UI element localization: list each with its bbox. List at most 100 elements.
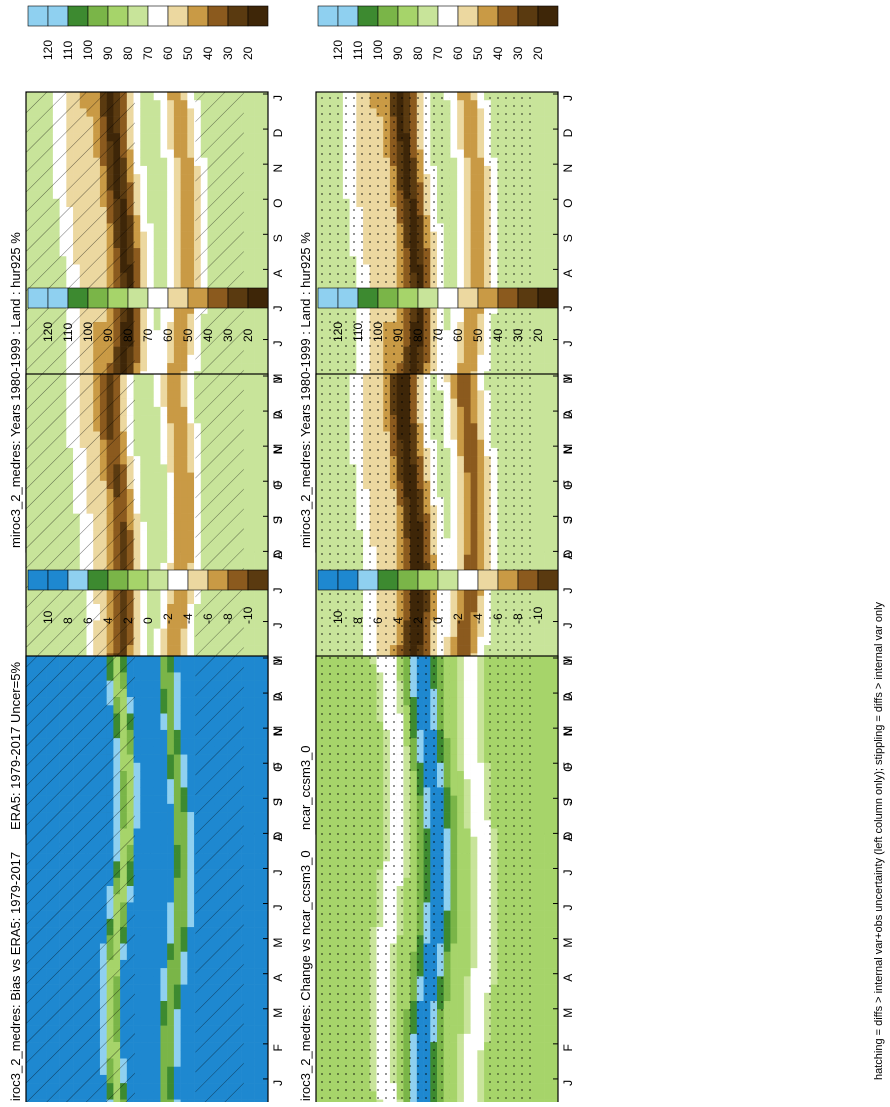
heat-cell xyxy=(470,338,478,347)
heat-cell xyxy=(450,231,458,241)
heat-cell xyxy=(173,157,181,167)
heat-cell xyxy=(551,264,559,274)
heat-cell xyxy=(254,313,262,323)
colorbar-swatch xyxy=(187,5,209,27)
heat-cell xyxy=(247,272,255,282)
heat-cell xyxy=(470,272,478,282)
heat-cell xyxy=(140,174,148,183)
heat-cell xyxy=(140,198,148,208)
heat-cell xyxy=(457,322,465,331)
panel-title: miroc3_2_medres: Years 1980-1999 : Land … xyxy=(298,232,313,548)
heat-cell xyxy=(450,182,458,191)
heat-cell xyxy=(241,165,249,175)
heat-cell xyxy=(261,215,269,224)
heat-cell xyxy=(450,330,458,339)
heat-cell xyxy=(544,190,552,200)
heat-cell xyxy=(470,239,478,249)
heat-cell xyxy=(254,165,262,175)
heat-cell xyxy=(247,248,255,257)
heat-cell xyxy=(261,264,269,274)
colorbar-swatch xyxy=(107,5,129,27)
heat-cell xyxy=(477,207,485,216)
colorbar-label: 60 xyxy=(161,46,175,60)
heat-cell xyxy=(147,207,155,216)
colorbar-swatch xyxy=(417,5,439,27)
heat-cell xyxy=(133,190,141,200)
heat-cell xyxy=(147,149,155,159)
heat-cell xyxy=(140,231,148,241)
panel-title: miroc3_2_medres: Years 1980-1999 : Land … xyxy=(8,232,23,548)
heat-cell xyxy=(167,174,175,183)
heat-cell xyxy=(147,248,155,257)
heat-cell xyxy=(187,215,195,224)
month-tick-label: J xyxy=(271,305,285,311)
colorbar-swatch xyxy=(247,5,269,27)
heat-cell xyxy=(133,207,141,216)
colorbar-label: 40 xyxy=(491,46,505,60)
heat-cell xyxy=(167,100,175,109)
heat-cell xyxy=(173,322,181,331)
heat-cell xyxy=(180,215,188,224)
heat-cell xyxy=(167,92,175,101)
heat-cell xyxy=(173,190,181,200)
heat-cell xyxy=(477,100,485,109)
heat-cell xyxy=(153,141,161,150)
heat-cell xyxy=(457,149,465,159)
month-tick-label: D xyxy=(271,128,285,137)
heat-cell xyxy=(140,207,148,216)
heat-cell xyxy=(187,149,195,159)
heat-cell xyxy=(477,223,485,232)
heat-cell xyxy=(457,231,465,241)
heat-cell xyxy=(180,124,188,134)
colorbar-swatch xyxy=(457,5,479,27)
month-tick-label: A xyxy=(561,269,575,277)
heat-cell xyxy=(450,322,458,331)
heat-cell xyxy=(254,354,262,364)
heat-cell xyxy=(463,165,471,175)
heat-cell xyxy=(160,305,168,315)
heat-cell xyxy=(470,133,478,142)
heat-cell xyxy=(167,149,175,159)
heat-cell xyxy=(450,157,458,167)
heat-cell xyxy=(544,256,552,265)
heat-cell xyxy=(551,133,559,142)
heat-cell xyxy=(463,231,471,241)
heat-cell xyxy=(551,141,559,150)
heat-cell xyxy=(153,116,161,126)
heat-cell xyxy=(254,305,262,315)
heat-cell xyxy=(544,264,552,274)
heat-cell xyxy=(241,313,249,323)
heat-cell xyxy=(247,149,255,159)
heat-cell xyxy=(450,124,458,134)
heat-cell xyxy=(133,165,141,175)
heat-cell xyxy=(450,165,458,175)
heat-cell xyxy=(470,248,478,257)
heat-cell xyxy=(254,149,262,159)
heat-cell xyxy=(173,354,181,364)
heat-cell xyxy=(463,124,471,134)
heat-cell xyxy=(544,338,552,347)
heat-cell xyxy=(187,190,195,200)
heat-cell xyxy=(457,313,465,323)
heat-cell xyxy=(140,116,148,126)
heat-cell xyxy=(173,108,181,117)
heat-cell xyxy=(544,272,552,282)
colorbar-swatch xyxy=(127,5,149,27)
heat-cell xyxy=(153,346,161,356)
colorbar-label: 100 xyxy=(81,40,95,60)
heat-cell xyxy=(147,280,155,290)
heat-cell xyxy=(477,149,485,159)
heat-cell xyxy=(241,239,249,249)
colorbar-swatch xyxy=(437,5,459,27)
heat-cell xyxy=(247,100,255,109)
heat-cell xyxy=(180,305,188,315)
colorbar-swatch xyxy=(167,5,189,27)
heat-cell xyxy=(187,330,195,339)
heat-cell xyxy=(544,133,552,142)
heat-cell xyxy=(537,190,545,200)
heat-cell xyxy=(241,338,249,347)
heat-cell xyxy=(147,354,155,364)
heat-cell xyxy=(463,207,471,216)
heat-cell xyxy=(254,322,262,331)
heat-cell xyxy=(153,207,161,216)
